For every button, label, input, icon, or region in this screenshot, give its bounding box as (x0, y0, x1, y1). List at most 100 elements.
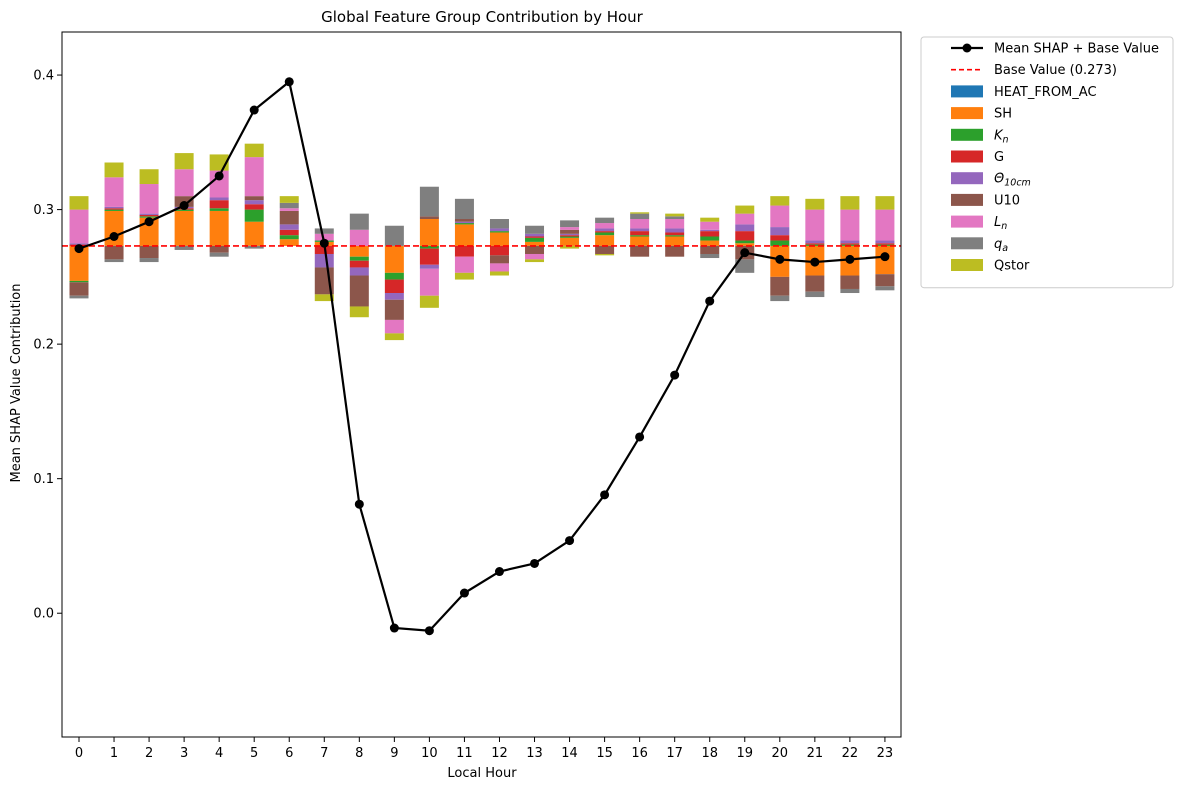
bar-segment-Qstor-h23 (875, 196, 895, 210)
bar-segment-Qstor-h15 (595, 253, 615, 256)
bar-segment-SH-h8 (349, 245, 369, 257)
bar-segment-L_n-h16 (630, 219, 650, 229)
bar-segment-SH-h3 (174, 210, 194, 246)
legend-label-K_n: Kn (994, 128, 1009, 145)
x-tick-label: 2 (145, 746, 153, 761)
bar-segment-q_a-h9 (384, 225, 404, 246)
bar-segment-q_a-h5 (244, 245, 264, 249)
bar-segment-Qstor-h18 (700, 217, 720, 222)
y-tick-label: 0.3 (33, 203, 54, 218)
bar-segment-q_a-h3 (174, 245, 194, 250)
x-tick-label: 12 (491, 746, 508, 761)
bar-segment-q_a-h19 (735, 259, 755, 273)
x-tick-label: 7 (320, 746, 328, 761)
bar-segment-SH-h15 (595, 235, 615, 246)
bar-segment-Qstor-h13 (525, 259, 545, 263)
x-tick-label: 3 (180, 746, 188, 761)
legend-swatch-L_n (951, 215, 983, 228)
bar-segment-L_n-h2 (139, 184, 159, 214)
bar-segment-U10-h1 (104, 245, 124, 260)
mean-point-h4 (214, 171, 224, 181)
bar-segment-K_n-h11 (454, 223, 474, 225)
bar-segment-U10-h0 (69, 282, 89, 296)
bar-segment-SH-h13 (525, 241, 545, 246)
bar-segment-Theta_10cm-h21 (805, 240, 825, 244)
mean-point-h23 (880, 252, 890, 262)
bar-segment-G-h1 (104, 208, 124, 210)
mean-point-h5 (249, 105, 259, 115)
bar-segment-q_a-h4 (209, 252, 229, 257)
bar-segment-SH-h19 (735, 243, 755, 246)
x-tick-label: 19 (736, 746, 753, 761)
x-tick-label: 1 (110, 746, 118, 761)
x-tick-label: 5 (250, 746, 258, 761)
bar-segment-Qstor-h1 (104, 162, 124, 178)
bar-segment-L_n-h15 (595, 223, 615, 229)
bar-segment-Theta_10cm-h0 (69, 243, 89, 245)
bar-segment-Qstor-h14 (560, 245, 580, 249)
bar-segment-Qstor-h8 (349, 306, 369, 318)
bar-segment-U10-h12 (489, 255, 509, 264)
x-tick-label: 14 (561, 746, 578, 761)
bar-segment-U10-h22 (840, 275, 860, 289)
x-axis-label: Local Hour (447, 766, 517, 781)
x-tick-label: 4 (215, 746, 223, 761)
x-tick-label: 15 (596, 746, 613, 761)
bar-segment-Qstor-h7 (314, 294, 334, 302)
mean-point-h2 (144, 217, 154, 227)
bar-segment-SH-h18 (700, 240, 720, 246)
bar-segment-U10-h9 (384, 299, 404, 320)
legend-label-G: G (994, 150, 1004, 165)
bar-segment-G-h6 (279, 229, 299, 236)
y-tick-label: 0.0 (33, 607, 54, 622)
bar-segment-L_n-h1 (104, 177, 124, 207)
bar-segment-K_n-h13 (525, 237, 545, 242)
mean-point-h12 (494, 567, 504, 577)
bar-segment-Qstor-h20 (770, 196, 790, 206)
bar-segment-Qstor-h22 (840, 196, 860, 210)
bar-segment-Theta_10cm-h11 (454, 221, 474, 224)
bar-segment-q_a-h12 (489, 219, 509, 229)
bar-segment-K_n-h4 (209, 208, 229, 211)
bar-segment-L_n-h21 (805, 209, 825, 241)
bar-segment-G-h8 (349, 260, 369, 268)
bar-segment-K_n-h14 (560, 236, 580, 238)
legend-label-Theta_10cm: Θ10cm (994, 172, 1031, 189)
bar-segment-U10-h17 (665, 245, 685, 257)
bar-segment-K_n-h1 (104, 209, 124, 211)
x-tick-label: 0 (75, 746, 83, 761)
bar-segment-L_n-h18 (700, 221, 720, 230)
bar-segment-K_n-h2 (139, 216, 159, 218)
x-tick-label: 9 (390, 746, 398, 761)
bar-segment-K_n-h17 (665, 235, 685, 237)
bar-segment-q_a-h1 (104, 259, 124, 263)
bar-segment-SH-h9 (384, 245, 404, 273)
mean-shap-line (78, 79, 886, 632)
bar-segment-G-h11 (454, 245, 474, 257)
mean-point-h16 (635, 432, 645, 442)
bar-segment-K_n-h3 (174, 209, 194, 211)
bar-segment-L_n-h13 (525, 253, 545, 260)
bar-segment-Theta_10cm-h16 (630, 228, 650, 232)
bar-segment-L_n-h22 (840, 209, 860, 241)
legend-label-q_a: qa (994, 237, 1008, 254)
bar-segment-q_a-h16 (630, 213, 650, 220)
bar-segment-K_n-h5 (244, 209, 264, 222)
bar-segment-K_n-h6 (279, 235, 299, 240)
bar-segment-Theta_10cm-h20 (770, 227, 790, 236)
x-tick-label: 20 (772, 746, 789, 761)
bar-segment-Qstor-h10 (419, 295, 439, 308)
bar-segment-Qstor-h21 (805, 198, 825, 210)
bar-segment-U10-h23 (875, 274, 895, 287)
bar-segment-Theta_10cm-h2 (139, 213, 159, 215)
bar-segment-q_a-h13 (525, 225, 545, 234)
bar-segment-Theta_10cm-h9 (384, 293, 404, 300)
bar-segment-G-h23 (875, 243, 895, 245)
legend-label-U10: U10 (994, 193, 1020, 208)
bar-segment-G-h10 (419, 248, 439, 265)
bar-segment-G-h19 (735, 231, 755, 241)
x-tick-label: 16 (631, 746, 648, 761)
legend-label-HEAT_FROM_AC: HEAT_FROM_AC (994, 85, 1097, 100)
bar-segment-L_n-h11 (454, 256, 474, 273)
mean-point-h0 (74, 244, 84, 254)
